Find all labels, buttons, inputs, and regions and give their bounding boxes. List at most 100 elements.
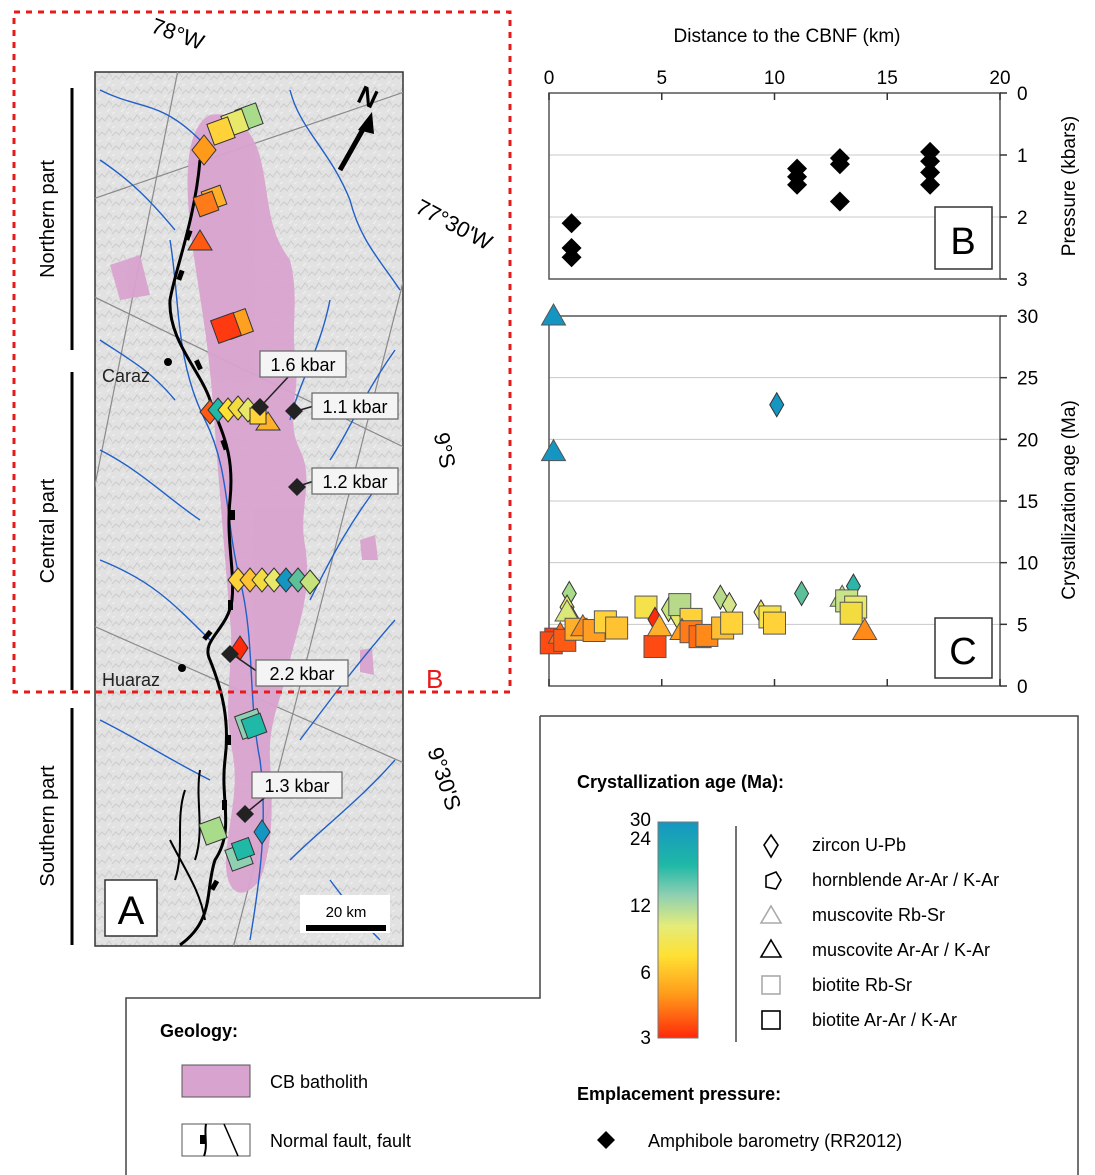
legend: Crystallization age (Ma): 30 24 12 6 3 z…: [125, 715, 1079, 1175]
x-tick-label: 5: [656, 68, 667, 89]
northern-part-label: Northern part: [37, 160, 59, 278]
muscovite-arar-symbol-icon: [759, 938, 783, 958]
age-point-diamond: [769, 391, 785, 418]
pressure-point: [829, 191, 850, 212]
panel-b-ylabel: Pressure (kbars): [1059, 116, 1080, 256]
callout-1-2: 1.2 kbar: [322, 472, 387, 492]
panel-c-x-ticks: [548, 679, 1001, 686]
map-panel: 1.6 kbar 1.1 kbar 1.2 kbar 2.2 kbar 1.3 …: [12, 10, 512, 947]
callout-1-6: 1.6 kbar: [270, 355, 335, 375]
panel-c-label: C: [949, 631, 976, 673]
y-tick-label: 20: [1017, 430, 1038, 451]
age-point-square: [720, 611, 744, 635]
towns: Caraz Huaraz: [102, 358, 186, 690]
panel-a-label: A: [118, 889, 145, 933]
y-tick-label: 5: [1017, 615, 1028, 636]
fault-swatch-icon: [181, 1123, 251, 1157]
colorbar-ticks: 30 24 12 6 3: [630, 810, 652, 1049]
lon-77-30w: 77°30'W: [412, 194, 497, 255]
panel-b-points: [561, 141, 941, 268]
y-tick-label: 30: [1017, 307, 1038, 328]
svg-text:biotite Rb-Sr: biotite Rb-Sr: [812, 975, 912, 995]
svg-text:3: 3: [640, 1028, 651, 1049]
panel-c: 0 5 10 15 20 25 30 Crystallization age (Ma) C: [539, 302, 1080, 698]
y-tick-label: 0: [1017, 84, 1028, 105]
muscovite-rbsr-symbol-icon: [759, 904, 783, 924]
zoom-box-label: B: [426, 664, 443, 694]
panel-c-points: [539, 302, 878, 659]
legend-symbol-labels: zircon U-Pb hornblende Ar-Ar / K-Ar musc…: [812, 835, 999, 1030]
svg-text:20 km: 20 km: [326, 904, 367, 921]
y-tick-label: 25: [1017, 369, 1038, 390]
pressure-point: [920, 151, 941, 172]
town-caraz: Caraz: [102, 366, 150, 386]
pressure-point: [561, 213, 582, 234]
age-point-square: [763, 611, 786, 635]
age-point-triangle: [540, 302, 567, 326]
pressure-legend-title: Emplacement pressure:: [577, 1084, 781, 1104]
age-point-square: [643, 635, 667, 659]
y-tick-label: 1: [1017, 146, 1028, 167]
southern-part-label: Southern part: [37, 765, 59, 887]
age-point-square: [605, 616, 629, 640]
amphibole-diamond-icon: [597, 1131, 615, 1149]
legend-symbols: [759, 833, 783, 1030]
panel-a-box: [104, 879, 158, 937]
svg-text:30: 30: [630, 810, 651, 831]
y-tick-label: 3: [1017, 270, 1028, 291]
y-tick-label: 2: [1017, 208, 1028, 229]
batholith-swatch: [181, 1064, 251, 1098]
svg-text:24: 24: [630, 829, 652, 850]
scale-bar: 20 km: [300, 895, 390, 933]
y-tick-label: 0: [1017, 677, 1028, 698]
x-tick-label: 10: [764, 68, 785, 89]
geology-legend-title: Geology:: [160, 1021, 238, 1041]
zircon-symbol-icon: [763, 833, 779, 859]
svg-text:biotite Ar-Ar / K-Ar: biotite Ar-Ar / K-Ar: [812, 1010, 957, 1030]
callout-2-2: 2.2 kbar: [269, 664, 334, 684]
svg-text:muscovite Rb-Sr: muscovite Rb-Sr: [812, 905, 945, 925]
panel-c-ylabel: Crystallization age (Ma): [1059, 400, 1080, 600]
x-tick-label: 20: [989, 68, 1010, 89]
town-huaraz: Huaraz: [102, 670, 160, 690]
pressure-callouts: 1.6 kbar 1.1 kbar 1.2 kbar 2.2 kbar 1.3 …: [251, 350, 399, 799]
biotite-rbsr-symbol-icon: [761, 975, 781, 995]
age-legend-title: Crystallization age (Ma):: [577, 772, 784, 792]
biotite-arar-symbol-icon: [761, 1010, 781, 1030]
panel-b-label: B: [950, 221, 975, 263]
pressure-point: [920, 174, 941, 195]
age-colorbar: [657, 821, 699, 1039]
lon-78w: 78°W: [148, 13, 208, 55]
age-point-square: [839, 601, 863, 625]
panel-c-label-box: [934, 617, 993, 679]
hornblende-symbol-icon: [765, 871, 782, 890]
lat-9s: 9°S: [429, 430, 461, 470]
y-tick-label: 15: [1017, 492, 1038, 513]
age-point-diamond: [793, 580, 810, 607]
batholith-label: CB batholith: [270, 1072, 368, 1092]
svg-text:muscovite Ar-Ar / K-Ar: muscovite Ar-Ar / K-Ar: [812, 940, 990, 960]
panel-b: Distance to the CBNF (km) 0 5 10 15 20 0123 …: [544, 26, 1080, 291]
pressure-point: [829, 154, 850, 175]
callout-1-1: 1.1 kbar: [322, 397, 387, 417]
svg-text:zircon U-Pb: zircon U-Pb: [812, 835, 906, 855]
svg-text:12: 12: [630, 896, 651, 917]
part-brackets: Northern part Central part Southern part: [37, 88, 74, 945]
panel-b-y-ticks: 0 1 2 3: [1000, 84, 1028, 291]
amphibole-label: Amphibole barometry (RR2012): [648, 1131, 902, 1151]
map-samples: [187, 102, 321, 872]
svg-text:6: 6: [640, 963, 651, 984]
age-point-triangle: [540, 438, 567, 462]
fault-label: Normal fault, fault: [270, 1131, 411, 1151]
callout-1-3: 1.3 kbar: [264, 776, 329, 796]
age-point-triangle: [646, 613, 673, 637]
panel-b-label-box: [934, 206, 993, 270]
pressure-point: [561, 247, 582, 268]
lat-9-30s: 9°30'S: [423, 744, 467, 813]
cb-batholith-area: [110, 114, 378, 893]
x-tick-label: 0: [544, 68, 555, 89]
x-axis-title: Distance to the CBNF (km): [674, 26, 901, 47]
svg-text:hornblende Ar-Ar / K-Ar: hornblende Ar-Ar / K-Ar: [812, 870, 999, 890]
age-point-triangle: [851, 617, 878, 640]
